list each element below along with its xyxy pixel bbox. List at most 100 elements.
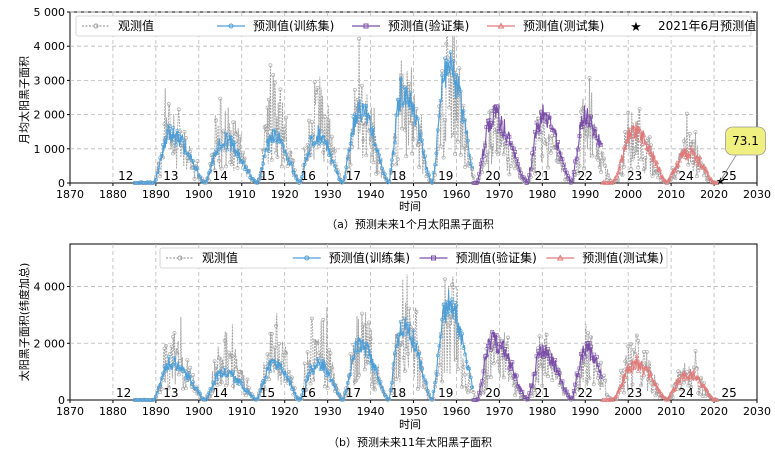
train-point [244,165,248,170]
train-point [225,147,230,152]
observed-point [166,102,171,106]
test-point [681,148,687,154]
observed-point [507,172,512,177]
train-point [204,179,208,184]
train-point [453,78,457,82]
test-point [683,154,688,159]
train-point [434,372,439,376]
train-point [390,158,394,162]
observed-point [437,104,442,109]
cycle-number-label: 22 [578,386,593,400]
validation-point [490,330,495,334]
validation-point [577,366,582,371]
test-point [660,174,665,179]
test-point [605,180,611,185]
observed-point [231,384,236,388]
validation-point [557,152,562,157]
x-tick-label: 1960 [442,188,470,201]
observed-point [491,361,496,366]
train-point [231,369,235,374]
observed-point [493,130,498,135]
observed-point [550,378,555,383]
observed-point [579,109,583,114]
legend-label: 预测值(训练集) [253,18,334,33]
observed-point [271,73,276,77]
train-point [311,370,316,375]
train-point [158,383,162,387]
train-point [390,380,394,385]
test-point [691,368,697,373]
train-point [229,373,234,378]
train-point [247,169,251,173]
observed-point [181,386,186,391]
train-point [375,148,380,153]
observed-point [536,116,540,121]
validation-point [514,157,519,162]
observed-point [597,165,602,169]
train-point [227,139,231,143]
test-point [628,368,634,374]
train-point [421,149,426,154]
train-point [371,126,376,130]
cycle-number-label: 18 [391,386,406,400]
train-point [391,151,396,155]
validation-point [560,157,565,162]
train-point [427,392,432,397]
train-point [464,130,469,135]
train-point [375,376,380,381]
train-point [362,112,367,117]
x-tick-label: 2010 [657,405,685,418]
train-point [209,162,214,166]
observed-point [531,168,536,173]
train-point [367,115,371,119]
observed-point [345,393,350,398]
test-point [674,160,680,165]
train-point [169,365,174,370]
train-point [357,109,361,114]
train-point [307,372,311,376]
train-point [424,166,429,171]
validation-point [553,358,558,362]
test-point [708,176,714,182]
train-point [172,134,177,138]
x-tick-label: 1890 [142,405,170,418]
train-point [188,154,192,159]
validation-point [557,371,562,375]
cycle-number-label: 19 [438,169,453,183]
test-point [714,397,720,402]
train-point [156,385,161,390]
train-point [464,359,469,364]
x-tick-label: 1910 [228,188,256,201]
legend-label: 预测值(验证集) [388,18,469,33]
test-point [631,365,637,370]
observed-point [178,358,183,363]
validation-point [497,128,502,133]
train-point [451,306,456,310]
observed-point [603,378,608,383]
train-point [267,149,271,153]
validation-point [493,344,498,349]
observed-point [402,127,407,132]
y-tick-label: 4 000 [34,40,66,53]
validation-point [556,140,561,144]
observed-point [234,366,238,371]
train-point [407,95,412,99]
test-point [637,126,642,132]
test-point [688,145,694,150]
train-point [415,116,420,121]
train-point [446,60,450,64]
observed-point [687,380,692,385]
train-point [284,152,288,157]
observed-point [682,139,686,144]
observed-point [488,375,493,380]
observed-point [464,384,469,389]
validation-point [580,125,585,130]
observed-point [647,135,652,140]
observed-point [264,124,269,128]
test-point [681,376,687,381]
train-point [380,166,384,170]
cycle-number-label: 24 [679,169,694,183]
train-point [414,341,419,345]
train-point [410,338,414,343]
validation-point [516,162,520,167]
